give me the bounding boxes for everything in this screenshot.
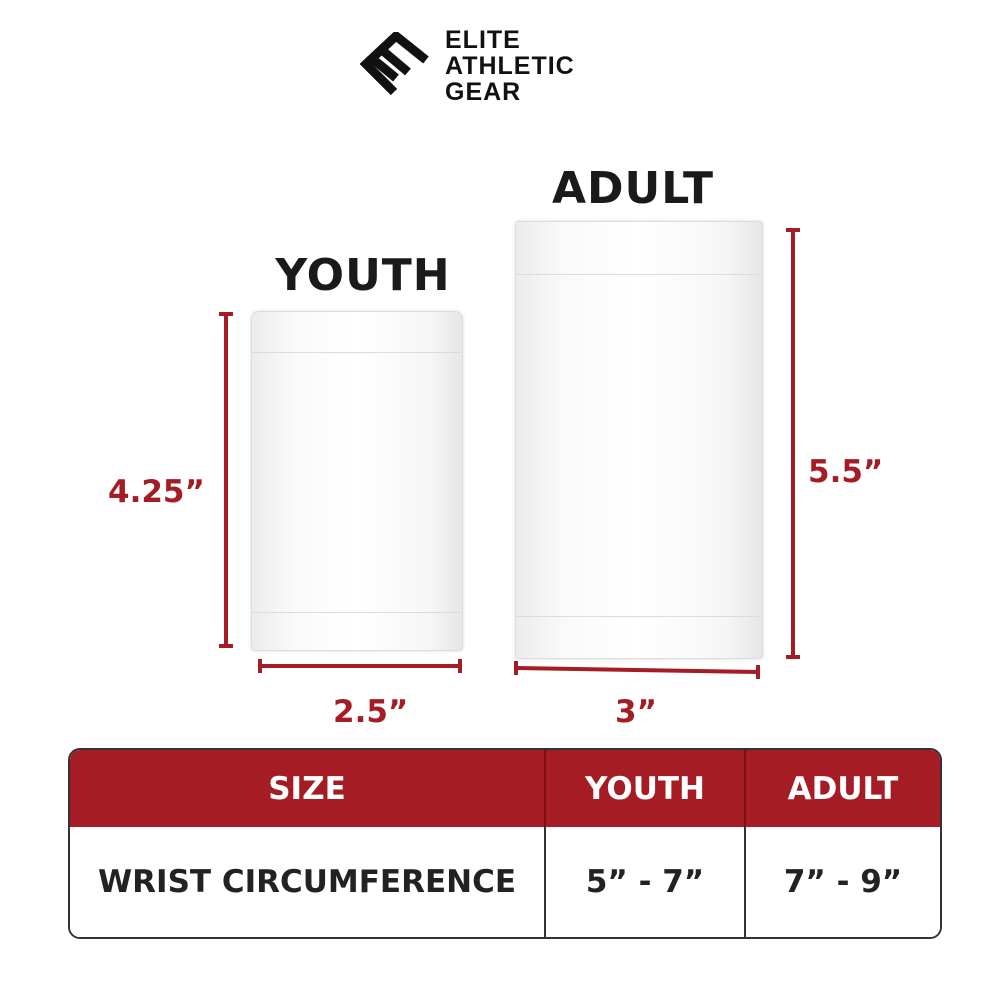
- adult-height-label: 5.5”: [808, 454, 884, 490]
- adult-title: ADULT: [551, 163, 715, 214]
- sleeve-band: [252, 352, 462, 353]
- brand-logo-icon: [360, 32, 429, 96]
- youth-value: 5” - 7”: [544, 827, 744, 937]
- table-header-row: SIZE YOUTH ADULT: [70, 750, 940, 827]
- sleeve-band: [516, 616, 762, 617]
- size-table: SIZE YOUTH ADULT WRIST CIRCUMFERENCE 5” …: [68, 748, 942, 939]
- brand-line: ATHLETIC: [445, 52, 575, 80]
- brand-line: GEAR: [445, 78, 522, 106]
- adult-width-line: [515, 666, 759, 674]
- header-youth: YOUTH: [544, 750, 744, 827]
- brand-name: ELITE ATHLETIC GEAR: [445, 27, 575, 105]
- youth-title: YOUTH: [275, 250, 451, 301]
- brand-line: ELITE: [445, 26, 521, 54]
- sleeve-band: [516, 274, 762, 275]
- dimension-lines: [219, 228, 800, 679]
- table-row: WRIST CIRCUMFERENCE 5” - 7” 7” - 9”: [70, 827, 940, 937]
- youth-sleeve-image: [251, 311, 463, 651]
- adult-value: 7” - 9”: [744, 827, 940, 937]
- youth-height-label: 4.25”: [108, 474, 205, 510]
- row-label: WRIST CIRCUMFERENCE: [97, 864, 517, 900]
- header-size: SIZE: [268, 770, 346, 807]
- header-adult: ADULT: [744, 750, 940, 827]
- youth-width-label: 2.5”: [333, 694, 409, 730]
- adult-sleeve-image: [515, 221, 763, 659]
- sleeve-band: [252, 612, 462, 613]
- adult-width-label: 3”: [615, 694, 657, 730]
